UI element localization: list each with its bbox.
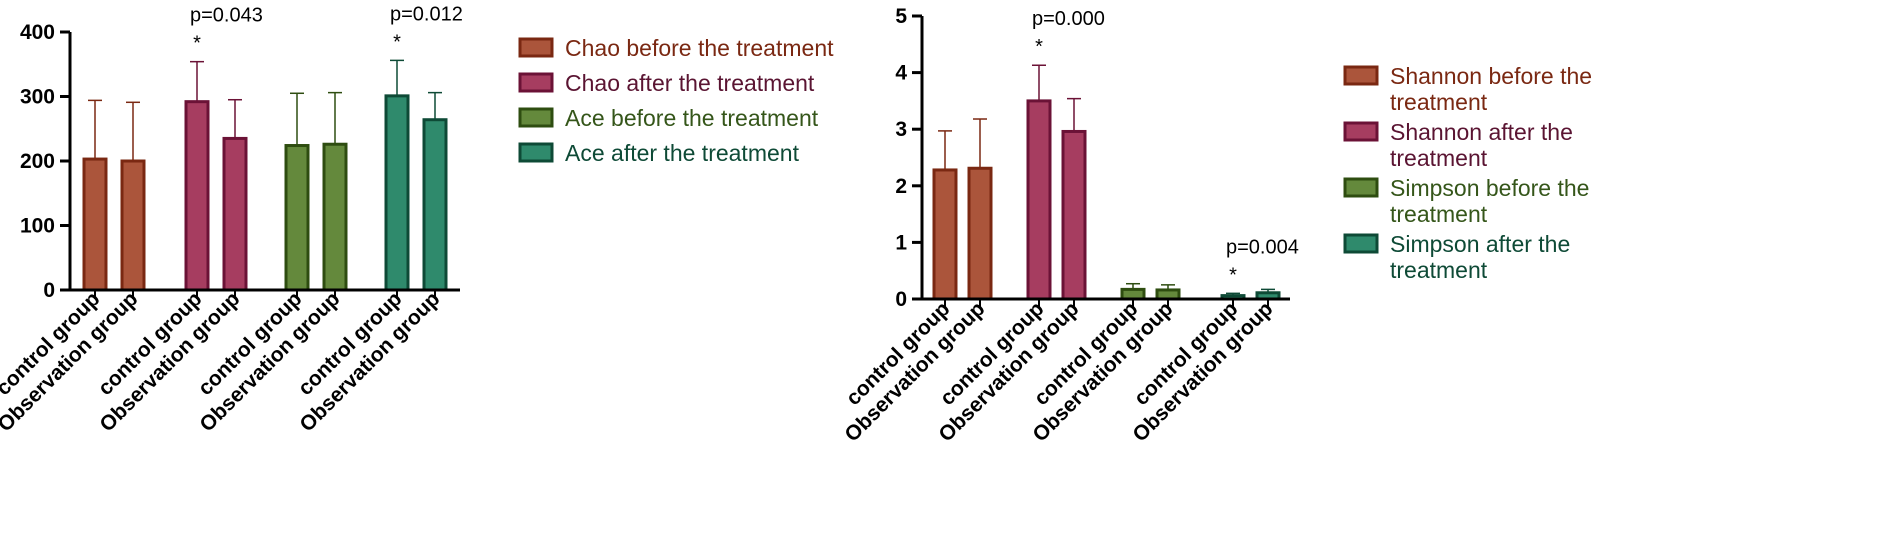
significance-star-1-1: * bbox=[1229, 264, 1237, 286]
significance-star-1-0: * bbox=[1035, 36, 1043, 58]
bar-0-3-0 bbox=[384, 94, 410, 292]
legend-label-0-3: Ace after the treatment bbox=[565, 140, 800, 166]
bar-0-1-1 bbox=[222, 136, 248, 292]
legend-label-1-3: Simpson after the treatment bbox=[1390, 231, 1570, 283]
y-tick-label-1-4: 4 bbox=[895, 62, 907, 85]
bar-1-0-1 bbox=[967, 166, 993, 301]
y-tick-label-0-0: 0 bbox=[43, 279, 55, 302]
legend-swatch-0-1 bbox=[518, 72, 554, 93]
bar-0-0-1 bbox=[120, 159, 146, 292]
bar-0-2-0 bbox=[284, 144, 310, 292]
y-tick-label-1-3: 3 bbox=[895, 118, 907, 141]
legend-label-1-0: Shannon before the treatment bbox=[1390, 63, 1592, 115]
legend-label-0-1: Chao after the treatment bbox=[565, 70, 815, 96]
p-value-1-1: p=0.004 bbox=[1226, 236, 1299, 258]
p-value-0-0: p=0.043 bbox=[190, 5, 263, 27]
significance-star-0-1: * bbox=[393, 31, 401, 53]
p-value-1-0: p=0.000 bbox=[1032, 8, 1105, 30]
legend-label-0-2: Ace before the treatment bbox=[565, 105, 819, 131]
legend-swatch-0-2 bbox=[518, 107, 554, 128]
legend-swatch-1-1 bbox=[1343, 121, 1379, 142]
legend-label-0-0: Chao before the treatment bbox=[565, 35, 834, 61]
bar-1-1-0 bbox=[1026, 99, 1052, 301]
bar-0-3-1 bbox=[422, 118, 448, 292]
p-value-0-1: p=0.012 bbox=[390, 3, 463, 25]
y-tick-label-0-1: 100 bbox=[20, 215, 55, 238]
legend-swatch-1-0 bbox=[1343, 65, 1379, 86]
legend-label-1-2: Simpson before the treatment bbox=[1390, 175, 1589, 227]
y-tick-label-1-5: 5 bbox=[895, 5, 907, 28]
y-tick-label-1-0: 0 bbox=[895, 288, 907, 311]
y-tick-label-1-2: 2 bbox=[895, 175, 907, 198]
legend-label-1-1: Shannon after the treatment bbox=[1390, 119, 1573, 171]
y-tick-label-0-4: 400 bbox=[20, 21, 55, 44]
legend-swatch-1-3 bbox=[1343, 233, 1379, 254]
legend-swatch-0-0 bbox=[518, 37, 554, 58]
significance-star-0-0: * bbox=[193, 33, 201, 55]
legend-swatch-0-3 bbox=[518, 142, 554, 163]
legend-0: Chao before the treatment Chao after the … bbox=[518, 35, 834, 166]
y-tick-label-0-2: 200 bbox=[20, 150, 55, 173]
bar-0-1-0 bbox=[184, 100, 210, 292]
legend-swatch-1-2 bbox=[1343, 177, 1379, 198]
y-tick-label-0-3: 300 bbox=[20, 86, 55, 109]
bar-1-0-0 bbox=[932, 168, 958, 301]
bar-1-1-1 bbox=[1061, 129, 1087, 301]
bar-0-2-1 bbox=[322, 142, 348, 292]
y-tick-label-1-1: 1 bbox=[895, 231, 907, 254]
bar-0-0-0 bbox=[82, 157, 108, 292]
